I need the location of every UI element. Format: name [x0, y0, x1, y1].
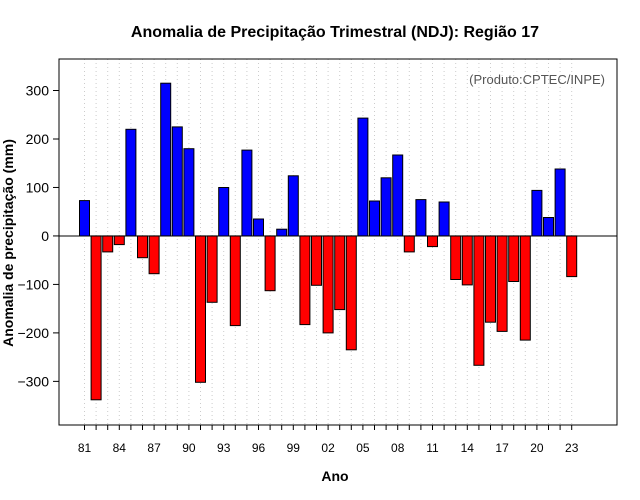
grid: [84, 59, 573, 425]
bar-1998: [276, 228, 288, 237]
y-axis: −300 −200 −100 0 100 200 300: [17, 83, 59, 389]
bar-2003: [334, 235, 346, 311]
bar-1996: [253, 218, 264, 237]
x-tick-label: 20: [530, 441, 544, 455]
y-tick-label: 300: [26, 83, 50, 99]
bar-2010: [415, 199, 427, 237]
bar-1991: [195, 235, 206, 383]
x-tick-label: 93: [217, 441, 231, 455]
bar-2007: [380, 177, 392, 237]
bar-2000: [299, 235, 311, 326]
bar-1985: [125, 128, 137, 237]
bar-2022: [554, 168, 566, 237]
bar-2008: [392, 154, 404, 237]
bar-2001: [311, 235, 322, 286]
bar-2011: [427, 235, 438, 248]
bar-2013: [450, 235, 462, 280]
bar-1993: [218, 187, 230, 237]
plot-frame: [58, 58, 618, 426]
x-tick-label: 96: [252, 441, 266, 455]
x-tick-label: 90: [182, 441, 196, 455]
y-tick-label: 0: [41, 228, 49, 244]
bars: [79, 82, 578, 401]
bar-2012: [438, 201, 450, 237]
bar-1990: [183, 148, 195, 237]
bar-1988: [160, 82, 172, 237]
x-tick-label: 17: [495, 441, 509, 455]
y-tick-label: 100: [26, 179, 50, 195]
x-axis: 81 84 87 90 93 96 99 02 05 08 11 14 17 20 23: [78, 425, 579, 455]
bar-2015: [473, 235, 485, 366]
bar-2017: [496, 235, 508, 332]
bar-1992: [206, 235, 218, 303]
x-tick-label: 81: [78, 441, 92, 455]
x-tick-label: 14: [461, 441, 475, 455]
bar-2009: [403, 235, 415, 253]
bar-1999: [287, 175, 299, 237]
bar-2014: [461, 235, 473, 286]
bar-2004: [345, 235, 357, 351]
x-tick-label: 23: [565, 441, 579, 455]
bar-1982: [90, 235, 102, 401]
bar-1986: [137, 235, 148, 259]
bar-2005: [357, 117, 369, 237]
y-tick-label: −100: [17, 276, 49, 292]
bar-1994: [229, 235, 241, 327]
chart-title: Anomalia de Precipitação Trimestral (NDJ…: [131, 24, 539, 41]
bar-2023: [566, 235, 578, 278]
bar-1983: [102, 235, 114, 253]
x-tick-label: 84: [113, 441, 127, 455]
bar-2019: [519, 235, 531, 341]
bar-2018: [508, 235, 520, 282]
annotation: (Produto:CPTEC/INPE): [469, 72, 605, 87]
x-axis-label: Ano: [321, 468, 348, 484]
y-tick-label: 200: [26, 131, 50, 147]
y-tick-label: −200: [17, 325, 49, 341]
bar-1989: [171, 126, 183, 237]
bar-1987: [148, 235, 160, 275]
x-tick-label: 05: [356, 441, 370, 455]
x-tick-label: 87: [147, 441, 161, 455]
bar-2016: [485, 235, 496, 323]
bar-1984: [113, 235, 125, 246]
x-tick-label: 02: [321, 441, 335, 455]
x-tick-label: 11: [426, 441, 439, 455]
bar-2002: [322, 235, 334, 334]
bar-1995: [241, 149, 253, 237]
bar-1997: [264, 235, 276, 292]
bar-2020: [531, 189, 543, 237]
x-tick-label: 08: [391, 441, 405, 455]
y-axis-label: Anomalia de precipitação (mm): [0, 139, 16, 347]
bar-2006: [369, 200, 380, 237]
bar-2021: [543, 217, 554, 237]
x-tick-label: 99: [287, 441, 301, 455]
y-tick-label: −300: [17, 373, 49, 389]
bar-1981: [79, 200, 90, 237]
